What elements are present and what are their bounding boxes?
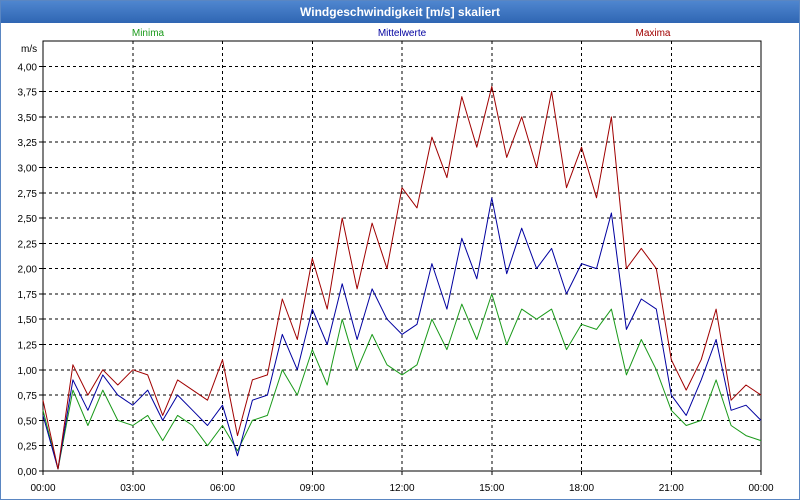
legend-label-mittelwerte: Mittelwerte	[378, 28, 427, 39]
line-chart: m/s 0,00 0,25 0,50 0,75 1,00 1,25 1,50 1,75 2,00…	[18, 28, 774, 494]
series-lines	[42, 86, 762, 470]
y-tick-label: 2,75	[18, 189, 38, 200]
y-axis-ticks: 0,00 0,25 0,50 0,75 1,00 1,25 1,50 1,75 2,00 2,25…	[18, 62, 43, 478]
y-tick-label: 3,50	[18, 113, 38, 124]
x-tick-time: 18:00	[569, 483, 594, 494]
x-tick-time: 21:00	[659, 483, 684, 494]
x-tick-time: 00:00	[30, 483, 55, 494]
x-tick-time: 12:00	[389, 483, 414, 494]
plot-frame	[42, 40, 762, 472]
x-tick-time: 00:00	[748, 483, 773, 494]
series-line-mittelwerte	[42, 197, 762, 470]
series-line-maxima	[42, 86, 762, 470]
y-tick-label: 0,50	[18, 416, 38, 427]
x-tick-time: 15:00	[479, 483, 504, 494]
x-axis-ticks: 00:0017.07.1303:0017.07.1306:0017.07.130…	[30, 471, 774, 494]
y-tick-label: 0,75	[18, 391, 38, 402]
chart-title: Windgeschwindigkeit [m/s] skaliert	[1, 1, 799, 23]
x-tick-time: 03:00	[120, 483, 145, 494]
y-tick-label: 2,50	[18, 214, 38, 225]
y-tick-label: 1,50	[18, 315, 38, 326]
series-line-minima	[42, 293, 762, 470]
plot-area-border	[42, 40, 762, 472]
legend-label-minima: Minima	[132, 28, 165, 39]
legend: Minima Mittelwerte Maxima	[132, 28, 671, 39]
x-tick-time: 06:00	[210, 483, 235, 494]
y-tick-label: 1,25	[18, 341, 38, 352]
y-tick-label: 1,00	[18, 366, 38, 377]
y-tick-label: 4,00	[18, 62, 38, 73]
y-tick-label: 2,00	[18, 265, 38, 276]
y-tick-label: 3,00	[18, 163, 38, 174]
y-tick-label: 3,25	[18, 138, 38, 149]
legend-label-maxima: Maxima	[635, 28, 670, 39]
y-tick-label: 2,25	[18, 239, 38, 250]
y-tick-label: 3,75	[18, 88, 38, 99]
y-tick-label: 0,00	[18, 467, 38, 478]
y-axis-label: m/s	[21, 44, 37, 55]
y-tick-label: 0,25	[18, 442, 38, 453]
grid-lines	[43, 41, 761, 471]
x-tick-time: 09:00	[300, 483, 325, 494]
y-tick-label: 1,75	[18, 290, 38, 301]
